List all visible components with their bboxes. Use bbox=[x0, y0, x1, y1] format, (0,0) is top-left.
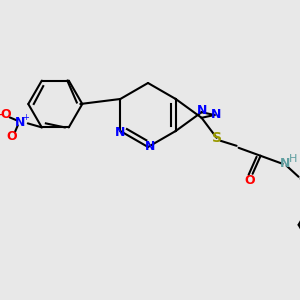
Text: N: N bbox=[115, 127, 125, 140]
Text: N: N bbox=[279, 157, 290, 170]
Text: S: S bbox=[212, 131, 222, 145]
Text: -: - bbox=[0, 107, 4, 122]
Text: N: N bbox=[145, 140, 155, 154]
Text: O: O bbox=[7, 130, 17, 143]
Text: O: O bbox=[244, 174, 255, 187]
Text: N: N bbox=[196, 104, 207, 117]
Text: +: + bbox=[22, 113, 29, 122]
Text: N: N bbox=[15, 116, 25, 129]
Text: O: O bbox=[1, 108, 11, 121]
Text: H: H bbox=[288, 154, 297, 164]
Text: N: N bbox=[211, 109, 222, 122]
